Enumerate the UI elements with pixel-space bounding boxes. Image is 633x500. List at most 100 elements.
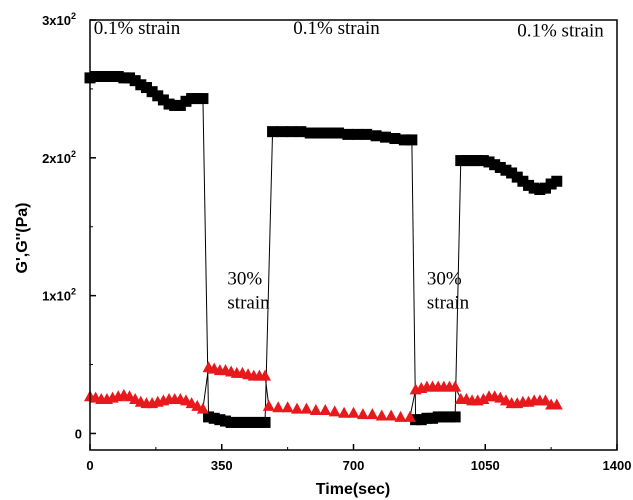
data-point	[186, 93, 198, 105]
y-tick-exponent: 2	[71, 287, 76, 297]
data-point	[196, 402, 209, 414]
data-point	[421, 412, 433, 424]
data-point	[385, 409, 398, 421]
annotations: 0.1% strain 0.1% strain 0.1% strain 30% stra…	[94, 18, 605, 314]
data-point	[415, 414, 427, 426]
data-point	[351, 128, 363, 140]
data-point	[477, 155, 489, 167]
data-point	[197, 93, 209, 105]
data-point	[370, 130, 382, 142]
data-point	[528, 182, 540, 194]
annotation-line: 0.1% strain	[517, 21, 604, 42]
x-tick-label: 700	[343, 458, 365, 473]
data-point	[304, 127, 316, 139]
data-point	[389, 133, 401, 145]
data-point	[539, 182, 551, 194]
data-point	[276, 126, 288, 138]
data-point	[203, 411, 215, 423]
data-point	[361, 128, 373, 140]
data-point	[208, 412, 220, 424]
data-point	[398, 134, 410, 146]
data-point	[267, 126, 279, 138]
data-point	[410, 414, 422, 426]
annotation-line: 30%	[227, 269, 262, 290]
data-point	[285, 126, 297, 138]
data-point	[332, 127, 344, 139]
data-point	[356, 408, 369, 420]
annotation-line: strain	[227, 293, 270, 314]
y-tick-label: 0	[75, 426, 82, 441]
series-markers	[84, 71, 563, 428]
data-point	[550, 398, 563, 410]
data-point	[500, 164, 512, 176]
data-point	[517, 175, 529, 187]
x-tick-label: 350	[211, 458, 233, 473]
data-point	[406, 134, 418, 146]
data-point	[101, 71, 113, 83]
data-point	[375, 409, 388, 421]
data-point	[295, 126, 307, 138]
x-axis-title: Time(sec)	[316, 481, 390, 498]
data-point	[403, 410, 416, 422]
data-point	[191, 93, 203, 105]
data-point	[366, 408, 379, 420]
x-tick-label: 0	[86, 458, 93, 473]
y-tick-label: 2x102	[42, 149, 76, 166]
x-tick-label: 1400	[603, 458, 632, 473]
connector-line	[264, 375, 270, 406]
data-point	[157, 94, 169, 106]
data-point	[523, 179, 535, 191]
data-point	[455, 155, 467, 167]
data-point	[432, 411, 444, 423]
data-point	[231, 416, 243, 428]
data-point	[163, 98, 175, 110]
connector-line	[202, 367, 210, 409]
data-point	[253, 416, 265, 428]
data-point	[118, 72, 130, 84]
data-point	[180, 95, 192, 107]
data-point	[338, 406, 351, 418]
data-point	[220, 415, 232, 427]
data-point	[539, 394, 552, 406]
data-point	[427, 412, 439, 424]
data-point	[443, 411, 455, 423]
data-point	[449, 411, 461, 423]
annotation: 30% strain	[427, 269, 470, 314]
data-point	[248, 416, 260, 428]
data-point	[262, 399, 275, 411]
annotation-line: 0.1% strain	[293, 18, 380, 39]
data-point	[214, 414, 226, 426]
data-point	[174, 99, 186, 111]
data-point	[438, 411, 450, 423]
y-tick-exponent: 2	[71, 149, 76, 159]
data-point	[140, 82, 152, 94]
data-point	[95, 71, 107, 83]
connector-line	[411, 139, 417, 420]
data-point	[466, 155, 478, 167]
data-point	[342, 128, 354, 140]
data-point	[394, 410, 407, 422]
data-point	[146, 86, 158, 98]
annotation-line: 30%	[427, 269, 462, 290]
data-point	[112, 71, 124, 83]
data-point	[534, 184, 546, 196]
data-point	[272, 401, 285, 413]
y-tick-label: 3x102	[42, 11, 76, 28]
data-point	[291, 402, 304, 414]
data-point	[309, 404, 322, 416]
data-point	[225, 416, 237, 428]
data-point	[242, 416, 254, 428]
data-point	[107, 71, 119, 83]
data-point	[477, 393, 490, 405]
annotation-line: strain	[427, 293, 470, 314]
data-point	[300, 402, 313, 414]
data-point	[489, 159, 501, 171]
data-point	[506, 167, 518, 179]
plot-frame	[89, 19, 618, 451]
connector-line	[454, 160, 462, 417]
data-point	[135, 79, 147, 91]
data-point	[314, 127, 326, 139]
data-point	[551, 175, 563, 187]
data-point	[259, 369, 272, 381]
